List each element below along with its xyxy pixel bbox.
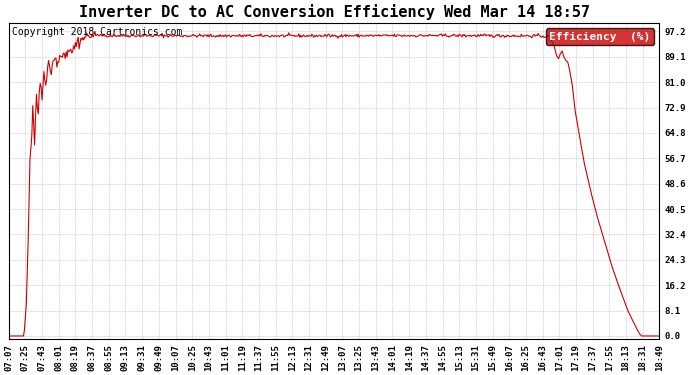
Text: Copyright 2018 Cartronics.com: Copyright 2018 Cartronics.com [12,27,182,38]
Legend: Efficiency  (%): Efficiency (%) [546,28,654,45]
Title: Inverter DC to AC Conversion Efficiency Wed Mar 14 18:57: Inverter DC to AC Conversion Efficiency … [79,4,589,20]
